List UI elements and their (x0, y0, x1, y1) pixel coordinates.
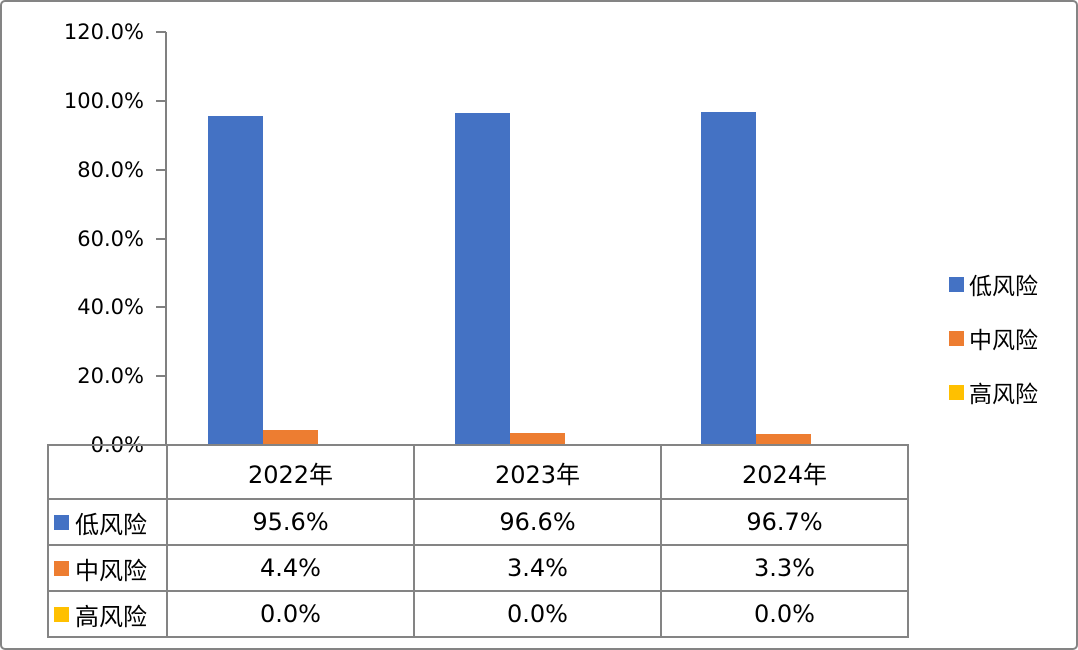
y-axis-tick-label: 40.0% (77, 295, 144, 320)
y-axis-tick-label: 100.0% (63, 88, 144, 113)
bar-中风险-2022年 (262, 429, 318, 445)
legend-item-high-risk: 高风险 (949, 375, 1038, 409)
y-axis-tick-mark (156, 237, 166, 240)
table-header-2024: 2024年 (660, 444, 909, 500)
y-axis-tick-label: 20.0% (77, 364, 144, 389)
legend-item-medium-risk: 中风险 (949, 321, 1038, 355)
bar-中风险-2024年 (756, 433, 812, 445)
legend-label-low-risk: 低风险 (969, 274, 1038, 300)
y-axis-tick-mark (156, 31, 166, 33)
bar-低风险-2022年 (207, 115, 263, 445)
row-label-text: 中风险 (75, 556, 147, 585)
cell-low-2024: 96.7% (660, 498, 909, 546)
cell-high-2023: 0.0% (413, 590, 662, 638)
y-axis-line (165, 32, 167, 445)
cell-medium-2024: 3.3% (660, 544, 909, 592)
table-header-row: 2022年 2023年 2024年 (47, 444, 909, 500)
y-axis-tick-mark (156, 168, 166, 171)
cell-medium-2023: 3.4% (413, 544, 662, 592)
table-row-medium-risk: 中风险 4.4% 3.4% 3.3% (47, 544, 909, 592)
row-swatch-medium-risk-icon (54, 560, 69, 576)
bar-低风险-2024年 (701, 112, 757, 445)
row-label-text: 低风险 (75, 510, 147, 539)
cell-low-2023: 96.6% (413, 498, 662, 546)
legend: 低风险 中风险 高风险 (949, 267, 1038, 409)
legend-swatch-high-risk-icon (949, 384, 964, 400)
row-swatch-low-risk-icon (54, 514, 69, 530)
cell-low-2022: 95.6% (166, 498, 415, 546)
legend-swatch-medium-risk-icon (949, 330, 964, 346)
row-label-low-risk: 低风险 (47, 498, 168, 546)
y-axis-tick-mark (156, 306, 166, 309)
table-corner-cell (47, 444, 168, 500)
row-label-medium-risk: 中风险 (47, 544, 168, 592)
bar-低风险-2023年 (454, 112, 510, 445)
table-row-low-risk: 低风险 95.6% 96.6% 96.7% (47, 498, 909, 546)
table-row-high-risk: 高风险 0.0% 0.0% 0.0% (47, 590, 909, 638)
row-swatch-high-risk-icon (54, 606, 69, 622)
data-table: 2022年 2023年 2024年 低风险 95.6% 96.6% 96.7% … (47, 444, 909, 638)
legend-label-medium-risk: 中风险 (969, 328, 1038, 354)
cell-medium-2022: 4.4% (166, 544, 415, 592)
cell-high-2022: 0.0% (166, 590, 415, 638)
row-label-high-risk: 高风险 (47, 590, 168, 638)
legend-label-high-risk: 高风险 (969, 382, 1038, 408)
row-label-text: 高风险 (75, 602, 147, 631)
table-header-2022: 2022年 (166, 444, 415, 500)
legend-swatch-low-risk-icon (949, 276, 964, 292)
legend-item-low-risk: 低风险 (949, 267, 1038, 301)
cell-high-2024: 0.0% (660, 590, 909, 638)
y-axis-tick-label: 120.0% (63, 20, 144, 44)
y-axis-tick-label: 60.0% (77, 226, 144, 251)
bar-中风险-2023年 (509, 433, 565, 445)
y-axis-tick-label: 80.0% (77, 157, 144, 182)
table-header-2023: 2023年 (413, 444, 662, 500)
y-axis-tick-mark (156, 375, 166, 378)
y-axis-tick-mark (156, 99, 166, 102)
